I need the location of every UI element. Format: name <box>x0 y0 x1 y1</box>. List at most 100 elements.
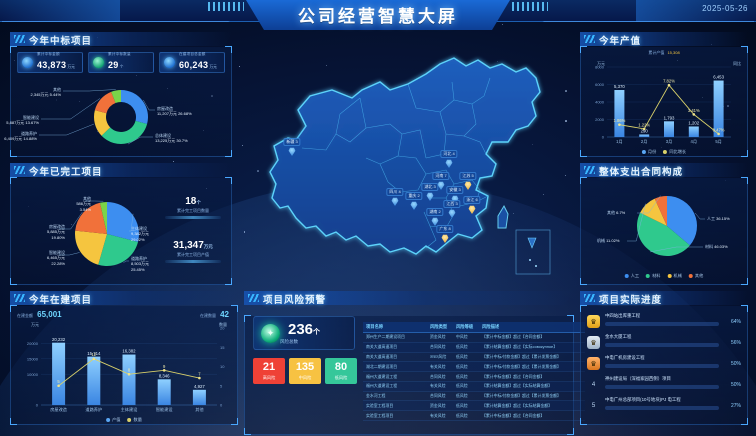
legend-item-1[interactable]: 同比增长 <box>663 149 686 155</box>
legend-item-3[interactable]: 其他 <box>689 273 703 279</box>
risk-table-row[interactable]: 实验室工程项目 资金风险 低风险 【累计结算金额】超过【实际结算金额】 <box>363 401 585 411</box>
line-point[interactable] <box>618 123 621 126</box>
progress-row[interactable]: ♛ 中电广机房建设工程 50% <box>587 354 741 375</box>
risk-table-header-row: 项目名称 风险类型 风险等级 风险描述 <box>363 322 585 333</box>
china-map[interactable]: 新疆 3 河北 4 河南 7 江苏 5 安徽 3 四川 4 湖北 3 浙江 6 重庆 2 江西 3… <box>240 38 580 290</box>
cost-label-3: 其他 6.7% <box>607 210 625 215</box>
map-marker-10[interactable]: 湖南 2 <box>426 208 443 226</box>
line-point[interactable] <box>693 113 696 116</box>
bar[interactable] <box>193 390 206 405</box>
risk-cell: 有关风险 <box>427 411 453 421</box>
slice-pct: 26.68% <box>178 111 192 116</box>
line-point[interactable] <box>93 358 96 361</box>
kpi-card-2[interactable]: 在建项目总金额 60,243万元 <box>159 52 225 73</box>
bar[interactable] <box>158 379 171 405</box>
done-pie-chart[interactable]: 主体建设 9,382万元 29.02% 道路养护 8,503万元 25.45% 智能建设 6,… <box>11 178 231 285</box>
progress-percent: 50% <box>731 361 741 367</box>
bar[interactable] <box>689 126 699 137</box>
map-marker-0[interactable]: 新疆 3 <box>283 138 300 156</box>
panel-cost-title: 整体支出合同构成 <box>599 164 683 178</box>
risk-cell: 有关风险 <box>427 381 453 391</box>
y2-axis-label: 同比 <box>733 60 741 66</box>
risk-table[interactable]: 项目名称 风险类型 风险等级 风险描述 郑州生产二期建设项目 资金风险 中风险 【累计中标金… <box>363 322 585 421</box>
slice-amount: 2,345万元 <box>31 92 49 97</box>
map-marker-6[interactable]: 湖北 3 <box>421 183 438 201</box>
risk-tile-0[interactable]: 21 高风险 <box>253 358 285 384</box>
legend-item-0[interactable]: 产值 <box>106 417 120 423</box>
map-marker-5[interactable]: 四川 4 <box>386 188 403 206</box>
building-combo-chart[interactable]: 0 10000 15000 20000 0 5 10 15 20 20,232 房屋改造 15,714… <box>11 306 237 425</box>
panel-done-header: 今年已完工项目 <box>10 163 232 178</box>
legend-item-0[interactable]: 月份 <box>642 149 656 155</box>
line-value: 1.22% <box>638 122 650 127</box>
bar[interactable] <box>614 90 624 137</box>
risk-table-row[interactable]: 南关大道高速项目 合同风险 低风险 【累计结算金额】超过【实际совокупное】 <box>363 342 585 352</box>
tile-count: 135 <box>296 362 314 373</box>
donut-label-1: 总体建设 13,225万元 30.7% <box>155 133 188 144</box>
kpi-card-0[interactable]: 累计中标金额 43,873万元 <box>17 52 83 73</box>
risk-table-row[interactable]: 郑州生产二期建设项目 资金风险 中风险 【累计中标金额】超过【合同金额】 <box>363 333 585 343</box>
location-pin-icon <box>288 147 297 156</box>
progress-row[interactable]: ♛ 金水大厦工程 56% <box>587 333 741 354</box>
map-marker-7[interactable]: 浙江 6 <box>463 196 480 214</box>
risk-col-0: 项目名称 <box>363 322 427 333</box>
y2-tick: 5 <box>220 383 223 388</box>
pie-label-2: 智能建设 6,465万元 22.28% <box>47 250 65 266</box>
bar[interactable] <box>52 343 65 405</box>
bar[interactable] <box>123 355 136 405</box>
line-point[interactable] <box>643 128 646 131</box>
line-point[interactable] <box>163 369 166 372</box>
risk-cell: 中风险 <box>453 333 479 343</box>
x-tick: 道路养护 <box>85 406 102 413</box>
map-marker-11[interactable]: 广东 8 <box>436 225 453 243</box>
bar[interactable] <box>87 357 100 405</box>
bar[interactable] <box>664 121 674 137</box>
risk-cell: 低风险 <box>453 411 479 421</box>
risk-tile-1[interactable]: 135 中风险 <box>289 358 321 384</box>
risk-table-row[interactable]: 福州大道建设工程 合同风险 低风险 【累计中标金额】超过【合同金额】 <box>363 372 585 382</box>
line-point[interactable] <box>198 377 201 380</box>
legend-item-1[interactable]: 数量 <box>128 417 142 423</box>
risk-cell: 实验室工程项目 <box>363 411 427 421</box>
pie-slice[interactable] <box>102 121 148 144</box>
line-point[interactable] <box>57 384 60 387</box>
map-marker-8[interactable]: 重庆 2 <box>405 192 422 210</box>
panel-risk-body: 236个 风险总数 21高风险135中风险80低风险 项目名称风险类型风险等级风… <box>244 316 574 435</box>
risk-cell: 合同风险 <box>427 342 453 352</box>
panel-output-header: 今年产值 <box>580 32 748 47</box>
line-point[interactable] <box>668 84 671 87</box>
legend-item-2[interactable]: 机械 <box>668 273 682 279</box>
rank-number: 4 <box>587 379 600 391</box>
pie-label-0: 主体建设 9,382万元 29.02% <box>131 226 149 242</box>
risk-table-row[interactable]: 福州大道建设工程 有关风险 低风险 【累计结算金额】超过【实际结算金额】 <box>363 381 585 391</box>
progress-row[interactable]: 4 神州建设局（深福家园西侧）项目 50% <box>587 375 741 396</box>
panel-slash-icon <box>584 166 595 174</box>
panel-risk-warning: 项目风险预警 236个 风险总数 21高风险135中风险80低风险 项目名称风险… <box>244 291 574 425</box>
pie-slice[interactable] <box>121 90 148 124</box>
bid-donut-chart[interactable]: 房屋改造 11,207万元 26.68% 总体建设 13,225万元 30.7% 道路养… <box>11 73 231 155</box>
line-point[interactable] <box>717 133 720 136</box>
output-combo-chart[interactable]: 0 2000 4000 6000 8000 5,370 1月 290 2月 1,793 3月 1,20… <box>581 47 747 157</box>
risk-table-row[interactable]: 湖北二期建设项目 有关风险 低风险 【累计中标/付款金额】超过【累计发票金额】 <box>363 362 585 372</box>
progress-row[interactable]: 5 中电广州总部项目(10号地块)PJ 电工程 27% <box>587 396 741 417</box>
risk-table-row[interactable]: 实验室工程项目 有关风险 低风险 【累计中标金额】超过【合同金额】 <box>363 411 585 421</box>
risk-tile-2[interactable]: 80 低风险 <box>325 358 357 384</box>
project-name: 中四站出库重工程 <box>605 313 640 319</box>
legend-item-0[interactable]: 人工 <box>625 273 639 279</box>
bar-value: 1,793 <box>664 116 675 121</box>
header-left-glow <box>0 0 120 22</box>
cost-pie-chart[interactable]: 人工 36.15% 材料 46.03% 机械 11.02% 其他 6.7% 人工 材料机… <box>581 178 747 285</box>
risk-table-row[interactable]: 金水河工程 合同风险 低风险 【累计中标/付款金额】超过【累计发票金额】 <box>363 391 585 401</box>
line-point[interactable] <box>128 373 131 376</box>
bar[interactable] <box>639 134 649 137</box>
stat-unit: 万元 <box>204 244 213 249</box>
header-bar: 公司经营智慧大屏 2025-05-26 <box>0 0 756 34</box>
y-tick: 20000 <box>27 341 39 346</box>
kpi-card-1[interactable]: 累计中标数量 29个 <box>88 52 154 73</box>
risk-table-row[interactable]: 南关大道高速项目 ताकत风险 低风险 【累计中标/付款金额】超过【累计发票金额】 <box>363 352 585 362</box>
map-marker-1[interactable]: 河北 4 <box>440 150 457 168</box>
map-marker-9[interactable]: 江西 3 <box>443 200 460 218</box>
legend-item-1[interactable]: 材料 <box>646 273 660 279</box>
progress-row[interactable]: ♛ 中四站出库重工程 64% <box>587 312 741 333</box>
slice-name: 其他 <box>83 196 91 201</box>
